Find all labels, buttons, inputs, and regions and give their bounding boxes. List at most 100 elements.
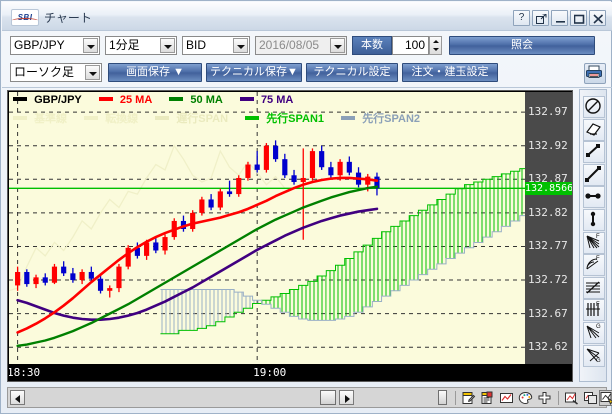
technical-settings-button[interactable]: テクニカル設定 — [306, 63, 398, 82]
gann-grid-icon[interactable]: G — [583, 344, 605, 367]
no-drawing-icon[interactable] — [583, 96, 605, 118]
symbol-value: GBP/JPY — [14, 38, 65, 52]
legend-label: 先行SPAN1 — [266, 113, 325, 125]
window-controls: ? — [513, 10, 606, 26]
legend-swatch — [13, 116, 27, 120]
chart-plot[interactable]: GBP/JPY 25 MA 50 MA 75 MA 基準線 — [9, 92, 525, 364]
maximize-button[interactable] — [570, 10, 587, 26]
print-button[interactable] — [584, 63, 606, 84]
trendline-long-icon[interactable] — [583, 163, 605, 186]
price-tick-label: 132.82 — [528, 205, 568, 219]
fibonacci-fan-icon[interactable]: F — [583, 231, 605, 254]
legend-item-ma75: 75 MA — [239, 94, 293, 106]
zoom-chart-icon[interactable] — [563, 390, 580, 406]
scroll-right-button[interactable] — [339, 390, 354, 405]
interval-select[interactable]: 1分足 — [105, 36, 177, 55]
chevron-down-icon[interactable] — [83, 38, 98, 53]
legend-label: GBP/JPY — [34, 94, 82, 106]
fibonacci-arc-icon[interactable]: F — [583, 254, 605, 277]
last-price-badge: 132.8566 — [525, 182, 572, 196]
copy-chart-icon[interactable] — [582, 390, 599, 406]
legend-swatch — [98, 97, 113, 101]
legend-item-chikou: 遅行SPAN — [155, 110, 228, 126]
interval-value: 1分足 — [109, 38, 140, 52]
scroll-thumb[interactable] — [320, 390, 336, 405]
chart-legend-row-2: 基準線 転換線 遅行SPAN 先行SPAN1 先行SPAN2 — [13, 110, 434, 126]
bottom-bar — [7, 387, 612, 408]
minimize-button[interactable] — [551, 10, 568, 26]
legend-label: 基準線 — [34, 113, 68, 125]
fibonacci-timezone-icon[interactable]: F — [583, 299, 605, 322]
save-technical-button[interactable]: テクニカル保存▼ — [206, 63, 302, 82]
vertical-segment-icon[interactable] — [583, 209, 605, 231]
symbol-select[interactable]: GBP/JPY — [10, 36, 100, 55]
legend-swatch — [245, 116, 260, 120]
printer-icon — [586, 65, 602, 78]
note-add-icon[interactable] — [460, 390, 477, 406]
chevron-down-icon[interactable] — [233, 38, 248, 53]
help-button[interactable]: ? — [513, 10, 530, 26]
palette-icon[interactable] — [517, 390, 534, 406]
svg-text:F: F — [596, 302, 600, 308]
trendline-short-icon[interactable] — [583, 141, 605, 164]
note-list-icon[interactable] — [479, 390, 496, 406]
date-select[interactable]: 2016/08/05 — [255, 36, 347, 55]
float-button[interactable] — [532, 10, 549, 26]
price-tick-label: 132.72 — [528, 273, 568, 287]
svg-text:G: G — [596, 324, 601, 330]
price-axis: 132.97 132.92 132.87 132.82 132.77 132.72 132.… — [525, 92, 572, 364]
legend-swatch — [239, 97, 254, 101]
legend-item-kijun: 基準線 — [13, 110, 67, 126]
order-settings-button[interactable]: 注文・建玉設定 — [402, 63, 498, 82]
chevron-down-icon[interactable] — [160, 38, 175, 53]
crosshair-icon[interactable] — [536, 390, 553, 406]
chevron-down-icon[interactable] — [85, 65, 100, 80]
gann-fan-icon[interactable]: G — [583, 322, 605, 344]
price-tick-label: 132.92 — [528, 138, 568, 152]
fibonacci-retracement-icon[interactable] — [583, 276, 605, 299]
price-tick-label: 132.67 — [528, 306, 568, 320]
legend-label: 先行SPAN2 — [362, 113, 421, 125]
rate-type-select[interactable]: BID — [182, 36, 250, 55]
scroll-left-button[interactable] — [10, 390, 25, 405]
scroll-resize-handle[interactable] — [438, 390, 447, 405]
divider — [558, 391, 559, 405]
eraser-icon[interactable] — [583, 118, 605, 141]
legend-item-ma25: 25 MA — [98, 94, 153, 106]
count-stepper[interactable] — [429, 36, 442, 55]
legend-label: 遅行SPAN — [176, 113, 229, 125]
svg-text:G: G — [596, 358, 601, 364]
chevron-down-icon[interactable] — [330, 38, 345, 53]
chart-canvas — [9, 92, 525, 364]
price-tick-label: 132.62 — [528, 340, 568, 354]
legend-item-span1: 先行SPAN1 — [245, 110, 324, 126]
price-tick-label: 132.77 — [528, 239, 568, 253]
time-tick-label: 19:00 — [253, 366, 287, 379]
chart-area[interactable]: GBP/JPY 25 MA 50 MA 75 MA 基準線 — [7, 90, 573, 382]
chart-type-value: ローソク足 — [14, 65, 75, 79]
legend-item-ma50: 50 MA — [169, 94, 223, 106]
price-tick-label: 132.87 — [528, 172, 568, 186]
title-bar: SBI チャート ? — [2, 2, 612, 31]
query-button[interactable]: 照会 — [449, 36, 595, 55]
chart-line-icon[interactable] — [498, 390, 515, 406]
chart-type-select[interactable]: ローソク足 — [10, 63, 102, 82]
legend-item-price: GBP/JPY — [13, 94, 82, 106]
legend-swatch — [84, 116, 99, 120]
legend-swatch — [341, 116, 356, 120]
legend-label: 25 MA — [119, 94, 153, 106]
window-title: チャート — [44, 11, 92, 25]
close-button[interactable] — [589, 10, 606, 26]
drawing-tools-strip: F F F G G — [579, 89, 607, 382]
legend-label: 50 MA — [190, 94, 223, 106]
time-tick-label: 18:30 — [9, 366, 41, 379]
horizontal-segment-icon[interactable] — [583, 186, 605, 209]
toolbar-row-2: ローソク足 画面保存 ▼ テクニカル保存▼ テクニカル設定 注文・建玉設定 — [2, 59, 612, 88]
date-value: 2016/08/05 — [259, 38, 320, 52]
count-input[interactable]: 100 — [392, 36, 429, 55]
price-tick-label: 132.97 — [528, 105, 568, 119]
highlight-chart-icon[interactable] — [599, 390, 612, 406]
save-screen-button[interactable]: 画面保存 ▼ — [108, 63, 202, 82]
legend-label: 転換線 — [105, 113, 139, 125]
